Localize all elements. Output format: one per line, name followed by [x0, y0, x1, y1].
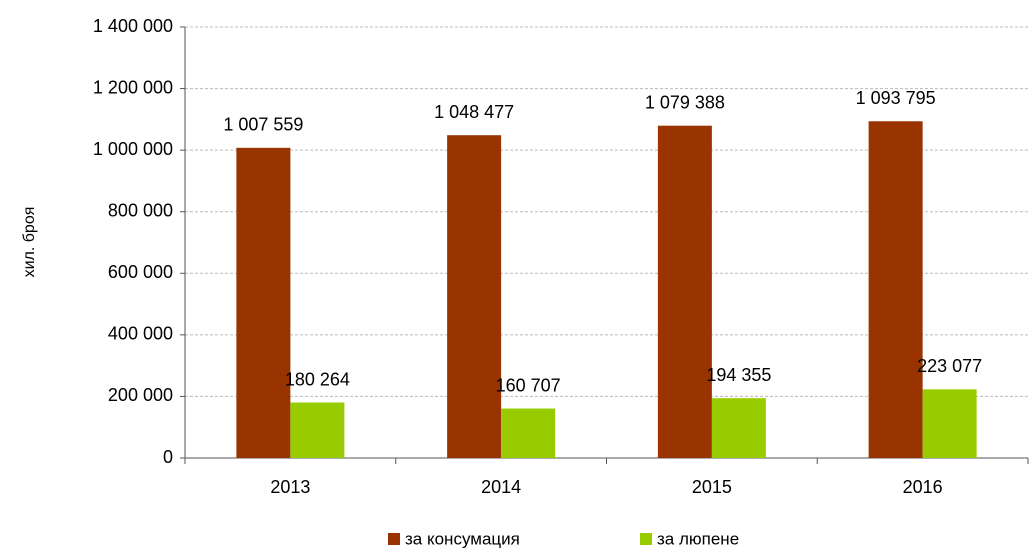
bar: [711, 398, 766, 458]
x-tick-label: 2013: [270, 477, 310, 497]
y-tick-label: 800 000: [108, 200, 173, 220]
x-tick-label: 2014: [481, 477, 521, 497]
x-tick-label: 2015: [692, 477, 732, 497]
x-tick-label: 2016: [903, 477, 943, 497]
bar: [922, 389, 977, 458]
legend-label: за консумация: [405, 529, 520, 548]
y-tick-label: 200 000: [108, 385, 173, 405]
bar: [657, 125, 712, 458]
data-label: 180 264: [285, 369, 350, 389]
legend-swatch: [640, 533, 652, 545]
bar: [236, 147, 291, 458]
data-label: 160 707: [496, 375, 561, 395]
y-tick-label: 600 000: [108, 262, 173, 282]
data-label: 194 355: [706, 365, 771, 385]
bar: [501, 408, 556, 458]
data-label: 1 093 795: [856, 88, 936, 108]
y-tick-label: 1 200 000: [93, 77, 173, 97]
y-tick-label: 1 000 000: [93, 139, 173, 159]
legend-label: за люпене: [657, 529, 739, 548]
data-label: 1 079 388: [645, 92, 725, 112]
data-label: 1 048 477: [434, 102, 514, 122]
y-axis-label: хил. броя: [21, 207, 38, 278]
data-label: 223 077: [917, 356, 982, 376]
legend-swatch: [388, 533, 400, 545]
y-tick-label: 400 000: [108, 324, 173, 344]
y-tick-label: 0: [163, 447, 173, 467]
bar: [290, 402, 345, 458]
bar: [447, 135, 502, 458]
data-label: 1 007 559: [223, 115, 303, 135]
bar: [868, 121, 923, 458]
y-tick-label: 1 400 000: [93, 16, 173, 36]
